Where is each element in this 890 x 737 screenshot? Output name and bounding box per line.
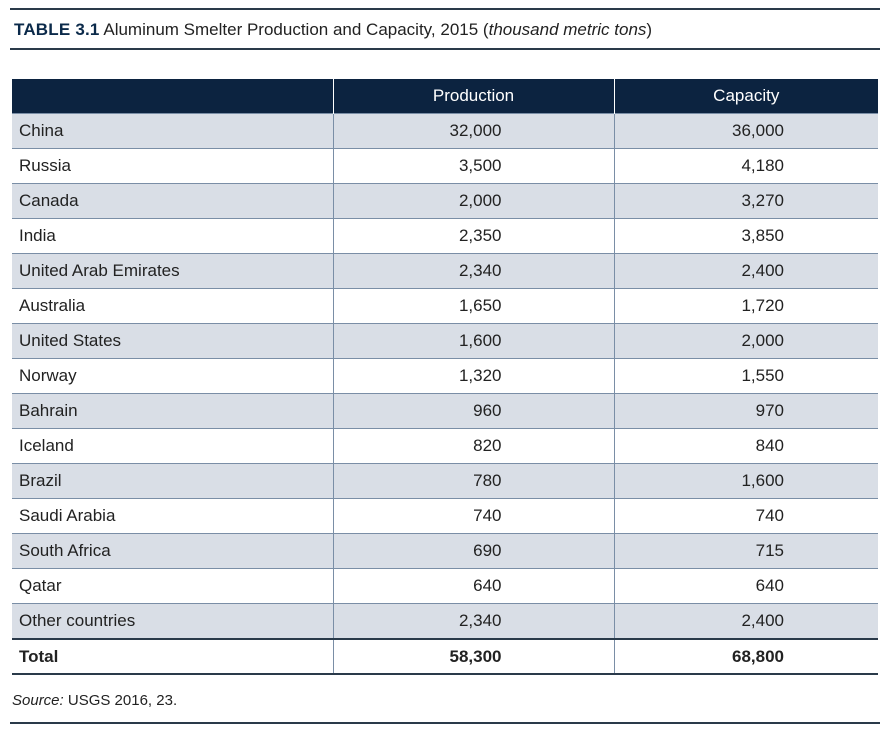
production-cell: 780 [332, 463, 614, 499]
country-cell: Other countries [12, 603, 333, 639]
production-cell: 960 [332, 393, 614, 429]
table-row: Russia 3,500 4,180 [12, 148, 878, 184]
top-rule [10, 8, 880, 10]
country-cell: Australia [12, 288, 333, 324]
country-cell: Saudi Arabia [12, 498, 333, 534]
production-cell: 820 [332, 428, 614, 464]
table-title: Aluminum Smelter Production and Capacity… [103, 20, 479, 39]
capacity-cell: 2,400 [613, 253, 878, 289]
capacity-cell: 840 [613, 428, 878, 464]
country-cell: China [12, 113, 333, 149]
production-cell: 640 [332, 568, 614, 604]
table-row: Norway 1,320 1,550 [12, 358, 878, 394]
bottom-rule [10, 722, 880, 724]
capacity-cell: 1,600 [613, 463, 878, 499]
table-row: United Arab Emirates 2,340 2,400 [12, 253, 878, 289]
country-cell: Russia [12, 148, 333, 184]
production-cell: 2,350 [332, 218, 614, 254]
source-text: USGS 2016, 23. [67, 692, 178, 709]
total-capacity: 68,800 [613, 638, 878, 675]
caption-rule [10, 48, 880, 50]
table-row: United States 1,600 2,000 [12, 323, 878, 359]
country-cell: South Africa [12, 533, 333, 569]
country-cell: Bahrain [12, 393, 333, 429]
table-row: South Africa 690 715 [12, 533, 878, 569]
header-row: Production Capacity [12, 79, 878, 114]
country-cell: India [12, 218, 333, 254]
table-row: Brazil 780 1,600 [12, 463, 878, 499]
total-production: 58,300 [332, 638, 614, 675]
table-body: China 32,000 36,000 Russia 3,500 4,180 C… [12, 113, 878, 675]
total-label: Total [12, 638, 333, 675]
table-row: India 2,350 3,850 [12, 218, 878, 254]
capacity-cell: 3,850 [613, 218, 878, 254]
capacity-cell: 4,180 [613, 148, 878, 184]
table-row: Iceland 820 840 [12, 428, 878, 464]
country-cell: Brazil [12, 463, 333, 499]
production-cell: 740 [332, 498, 614, 534]
table-row: Saudi Arabia 740 740 [12, 498, 878, 534]
production-cell: 32,000 [332, 113, 614, 149]
capacity-cell: 2,400 [613, 603, 878, 639]
production-cell: 3,500 [332, 148, 614, 184]
production-cell: 2,000 [332, 183, 614, 219]
table-row: Australia 1,650 1,720 [12, 288, 878, 324]
production-cell: 1,650 [332, 288, 614, 324]
capacity-cell: 740 [613, 498, 878, 534]
country-cell: Qatar [12, 568, 333, 604]
header-country [12, 79, 333, 114]
country-cell: Iceland [12, 428, 333, 464]
table-row: Qatar 640 640 [12, 568, 878, 604]
capacity-cell: 970 [613, 393, 878, 429]
total-row: Total 58,300 68,800 [12, 638, 878, 675]
table-unit-close: ) [646, 20, 653, 39]
production-cell: 690 [332, 533, 614, 569]
country-cell: Norway [12, 358, 333, 394]
table-caption: TABLE 3.1 Aluminum Smelter Production an… [14, 18, 652, 42]
table-row: China 32,000 36,000 [12, 113, 878, 149]
table-row: Bahrain 960 970 [12, 393, 878, 429]
document-page: TABLE 3.1 Aluminum Smelter Production an… [10, 0, 880, 737]
capacity-cell: 3,270 [613, 183, 878, 219]
production-cell: 2,340 [332, 253, 614, 289]
table-row: Other countries 2,340 2,400 [12, 603, 878, 639]
capacity-cell: 2,000 [613, 323, 878, 359]
capacity-cell: 640 [613, 568, 878, 604]
source-note: Source: USGS 2016, 23. [12, 692, 177, 709]
table-unit-open: ( [482, 20, 489, 39]
capacity-cell: 1,720 [613, 288, 878, 324]
production-cell: 1,600 [332, 323, 614, 359]
table-number: TABLE 3.1 [14, 20, 100, 39]
capacity-cell: 715 [613, 533, 878, 569]
source-label: Source: [12, 692, 64, 709]
production-cell: 2,340 [332, 603, 614, 639]
capacity-cell: 36,000 [613, 113, 878, 149]
header-capacity: Capacity [613, 79, 878, 114]
country-cell: Canada [12, 183, 333, 219]
header-production: Production [332, 79, 614, 114]
country-cell: United States [12, 323, 333, 359]
production-cell: 1,320 [332, 358, 614, 394]
table-row: Canada 2,000 3,270 [12, 183, 878, 219]
table-unit: thousand metric tons [488, 20, 647, 39]
data-table: Production Capacity China 32,000 36,000 … [12, 79, 878, 675]
capacity-cell: 1,550 [613, 358, 878, 394]
country-cell: United Arab Emirates [12, 253, 333, 289]
